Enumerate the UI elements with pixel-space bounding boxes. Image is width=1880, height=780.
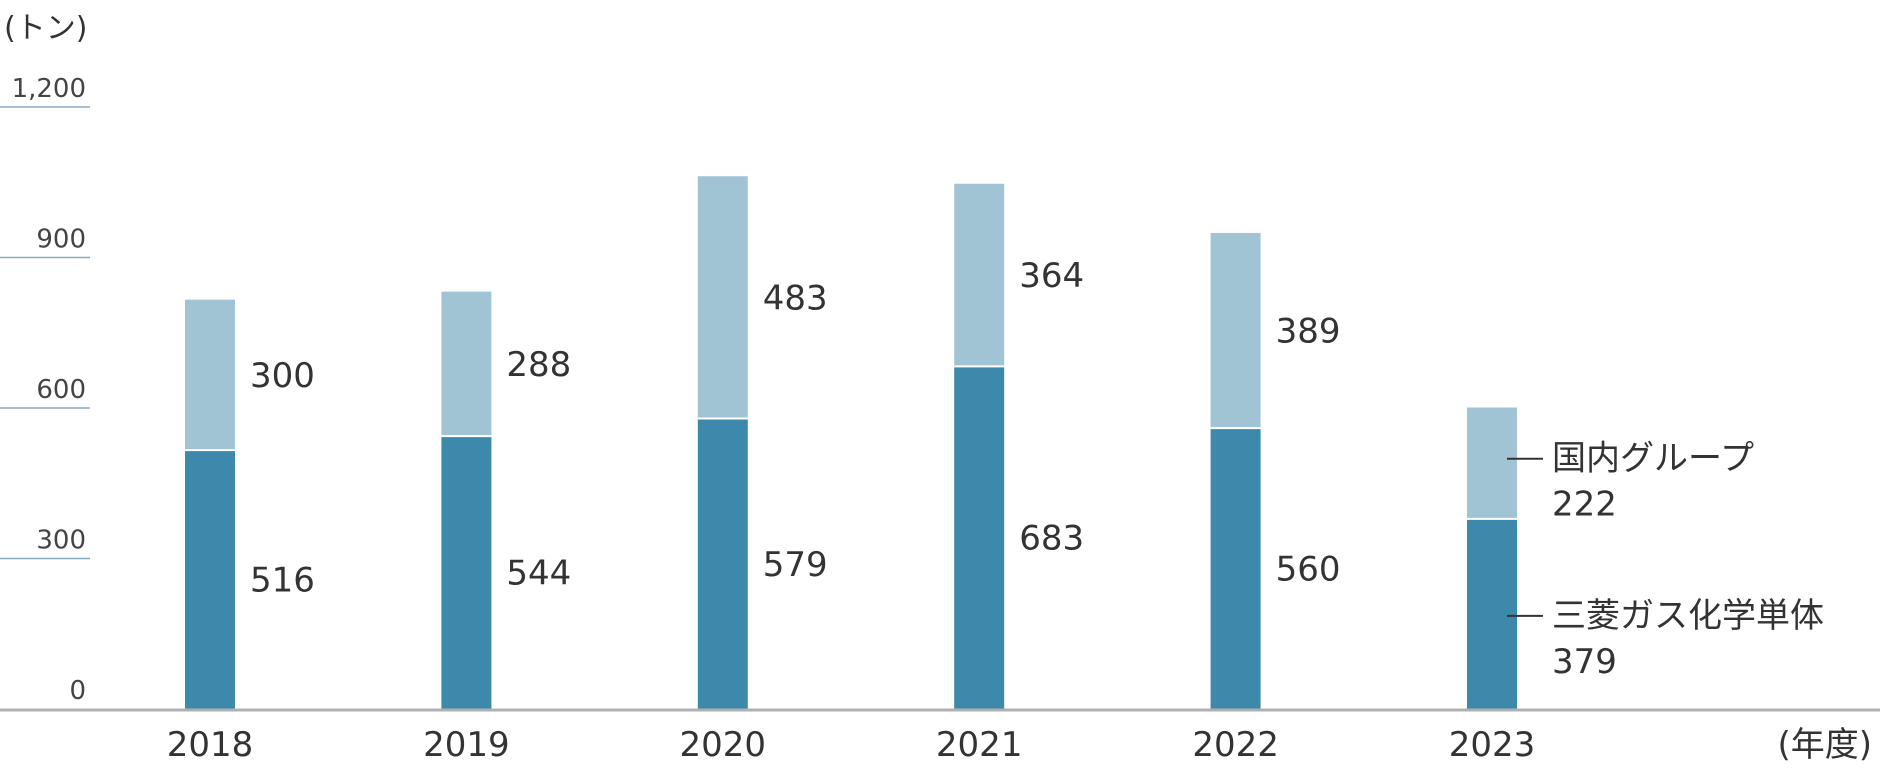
bar-value-label: 683: [1019, 519, 1084, 559]
legend-value-label: 222: [1552, 485, 1617, 525]
bar-segment-mgc: [1467, 518, 1517, 709]
x-tick-label: 2023: [1449, 725, 1536, 765]
y-tick-label: 600: [36, 375, 86, 405]
bar-segment-domestic-group: [441, 291, 492, 437]
x-tick-label: 2020: [680, 725, 767, 765]
bar-segment-mgc: [441, 436, 492, 709]
bar-value-label: 288: [506, 345, 571, 385]
y-tick-label: 1,200: [12, 74, 86, 104]
x-tick-label: 2022: [1192, 725, 1279, 765]
bar-value-label: 300: [250, 356, 315, 396]
y-tick-label: 0: [69, 676, 86, 706]
y-tick-label: 900: [36, 225, 86, 255]
bar-value-label: 544: [506, 554, 571, 594]
legend-value-label: 379: [1552, 642, 1617, 682]
bar-value-label: 560: [1276, 550, 1341, 590]
bar-segment-domestic-group: [1467, 407, 1517, 519]
value-labels: 516 300 544 288 579 483 683 364 560 389: [250, 256, 1341, 601]
y-axis-ticks: 0 300 600 900 1,200: [0, 74, 90, 706]
legend-label-domestic-group: 国内グループ: [1552, 439, 1754, 479]
bars: [185, 176, 1517, 709]
legend-label-mgc: 三菱ガス化学単体: [1552, 596, 1824, 636]
bar-segment-domestic-group: [185, 299, 235, 451]
x-axis-labels: 2018 2019 2020 2021 2022 2023: [167, 725, 1536, 765]
bar-segment-domestic-group: [954, 183, 1005, 367]
bar-segment-mgc: [954, 366, 1005, 709]
bar-segment-domestic-group: [697, 176, 748, 419]
x-tick-label: 2018: [167, 725, 254, 765]
bar-value-label: 389: [1276, 311, 1341, 351]
bar-segment-domestic-group: [1210, 232, 1261, 429]
bar-segment-mgc: [185, 450, 235, 709]
x-tick-label: 2021: [936, 725, 1023, 765]
y-axis-unit-label: (トン): [4, 11, 87, 46]
bar-value-label: 516: [250, 561, 315, 601]
bar-segment-mgc: [1210, 428, 1261, 709]
x-tick-label: 2019: [423, 725, 510, 765]
bar-value-label: 483: [763, 278, 828, 318]
y-tick-label: 300: [36, 526, 86, 556]
x-axis-unit-label: (年度): [1777, 725, 1872, 765]
bar-value-label: 579: [763, 545, 828, 585]
bar-value-label: 364: [1019, 256, 1084, 296]
legend: 三菱ガス化学単体 379 国内グループ 222: [1507, 439, 1824, 682]
bar-segment-mgc: [697, 418, 748, 709]
